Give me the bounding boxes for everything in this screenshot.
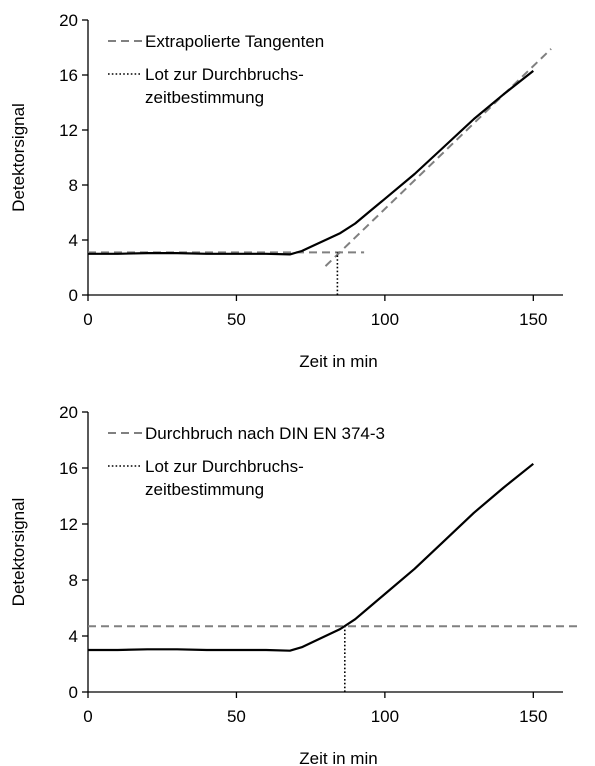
y-tick-label: 12 [59, 515, 78, 534]
y-tick-label: 12 [59, 121, 78, 140]
legend-label: Durchbruch nach DIN EN 374-3 [145, 424, 385, 443]
x-tick-label: 150 [519, 707, 547, 726]
legend-label-line2: zeitbestimmung [145, 88, 264, 107]
x-tick-label: 100 [371, 310, 399, 329]
x-axis-title: Zeit in min [299, 352, 377, 371]
x-tick-label: 0 [83, 707, 92, 726]
legend-label: Extrapolierte Tangenten [145, 32, 324, 51]
y-tick-label: 20 [59, 403, 78, 422]
x-axis-title: Zeit in min [299, 749, 377, 766]
legend-label-line2: zeitbestimmung [145, 480, 264, 499]
y-tick-label: 8 [69, 176, 78, 195]
series-line-solid [88, 70, 534, 256]
y-tick-label: 20 [59, 11, 78, 30]
y-tick-label: 16 [59, 66, 78, 85]
y-axis-title: Detektorsignal [9, 498, 28, 607]
y-tick-label: 0 [69, 286, 78, 305]
series-line-dashed [324, 48, 552, 267]
x-tick-label: 100 [371, 707, 399, 726]
legend-label: Lot zur Durchbruchs- [145, 65, 304, 84]
y-tick-label: 4 [69, 231, 78, 250]
chart-1: 0 4 8 12 16 20 0 50 100 150 Zeit in min Detektorsig… [9, 11, 563, 371]
y-tick-label: 0 [69, 683, 78, 702]
y-tick-label: 16 [59, 459, 78, 478]
x-tick-label: 150 [519, 310, 547, 329]
chart-2: 0 4 8 12 16 20 0 50 100 150 Zeit in min Detektorsig… [9, 403, 578, 766]
series-line-solid [88, 462, 534, 652]
x-tick-label: 50 [227, 707, 246, 726]
y-tick-label: 8 [69, 571, 78, 590]
y-tick-label: 4 [69, 627, 78, 646]
y-axis-title: Detektorsignal [9, 103, 28, 212]
x-tick-label: 0 [83, 310, 92, 329]
legend-label: Lot zur Durchbruchs- [145, 457, 304, 476]
x-tick-label: 50 [227, 310, 246, 329]
